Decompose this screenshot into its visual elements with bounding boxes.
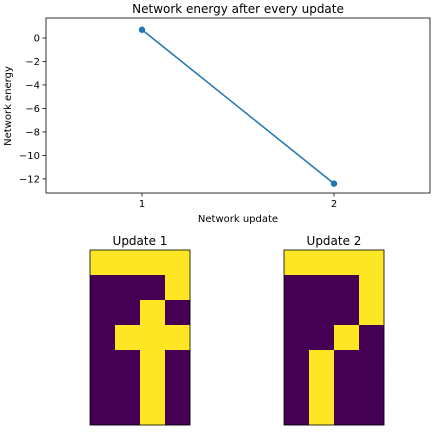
heatmap-cell	[334, 350, 359, 375]
y-tick-label: −10	[19, 151, 40, 162]
heatmap-cell	[284, 400, 309, 425]
heatmap-cell	[284, 300, 309, 325]
heatmap-cell	[309, 400, 334, 425]
heatmap-cell	[165, 400, 190, 425]
heatmap-cell	[115, 400, 140, 425]
heatmap-cell	[334, 375, 359, 400]
heatmap-cell	[115, 350, 140, 375]
energy-line-chart: Network energy after every update 0 −2 −4 −…	[3, 2, 430, 225]
heatmap-cell	[140, 275, 165, 300]
heatmap-cell	[309, 275, 334, 300]
heatmap-cell	[90, 350, 115, 375]
update-1-heatmap: Update 1	[90, 234, 190, 425]
heatmap-cell	[165, 375, 190, 400]
heatmap-cell	[284, 250, 309, 275]
energy-series	[139, 27, 337, 187]
heatmap-cell	[284, 350, 309, 375]
heatmap-cell	[165, 250, 190, 275]
heatmap-cell	[90, 375, 115, 400]
energy-point	[139, 27, 145, 33]
heatmap-cell	[359, 325, 384, 350]
heatmap-cell	[165, 325, 190, 350]
heatmap-cell	[90, 250, 115, 275]
heatmap-cell	[140, 350, 165, 375]
x-tick-label: 2	[331, 199, 337, 210]
heatmap-cell	[359, 250, 384, 275]
update-2-title: Update 2	[307, 234, 362, 248]
y-tick-label: −6	[25, 104, 40, 115]
heatmap-cell	[115, 250, 140, 275]
heatmap-cell	[140, 375, 165, 400]
heatmap-cell	[334, 275, 359, 300]
heatmap-cell	[140, 325, 165, 350]
heatmap-cell	[115, 325, 140, 350]
heatmap-cell	[359, 275, 384, 300]
heatmap-cell	[359, 300, 384, 325]
heatmap-cell	[334, 400, 359, 425]
energy-point	[331, 180, 337, 186]
y-tick-label: −4	[25, 80, 40, 91]
y-tick-label: 0	[34, 33, 40, 44]
heatmap-cell	[140, 250, 165, 275]
energy-line	[142, 30, 334, 184]
heatmap-cell	[284, 275, 309, 300]
heatmap-cell	[309, 250, 334, 275]
update-1-cells	[90, 250, 190, 425]
y-tick-label: −12	[19, 174, 40, 185]
update-2-heatmap: Update 2	[284, 234, 384, 425]
heatmap-cell	[90, 275, 115, 300]
heatmap-cell	[115, 300, 140, 325]
heatmap-cell	[90, 400, 115, 425]
heatmap-cell	[165, 275, 190, 300]
update-2-cells	[284, 250, 384, 425]
line-chart-title: Network energy after every update	[132, 2, 344, 16]
heatmap-cell	[359, 375, 384, 400]
heatmap-cell	[90, 325, 115, 350]
heatmap-cell	[334, 300, 359, 325]
heatmap-cell	[359, 350, 384, 375]
y-tick-label: −2	[25, 57, 40, 68]
heatmap-cell	[334, 325, 359, 350]
heatmap-cell	[309, 350, 334, 375]
line-chart-plot-frame	[46, 18, 430, 193]
y-tick-label: −8	[25, 127, 40, 138]
heatmap-cell	[309, 375, 334, 400]
heatmap-cell	[309, 300, 334, 325]
heatmap-cell	[284, 325, 309, 350]
heatmap-cell	[309, 325, 334, 350]
line-chart-y-axis-label: Network energy	[3, 66, 14, 146]
heatmap-cell	[165, 300, 190, 325]
heatmap-cell	[115, 275, 140, 300]
heatmap-cell	[140, 300, 165, 325]
update-1-title: Update 1	[113, 234, 168, 248]
heatmap-cell	[115, 375, 140, 400]
line-chart-x-axis-label: Network update	[198, 214, 278, 225]
heatmap-cell	[284, 375, 309, 400]
heatmap-cell	[165, 350, 190, 375]
heatmap-cell	[359, 400, 384, 425]
heatmap-cell	[90, 300, 115, 325]
heatmap-cell	[140, 400, 165, 425]
heatmap-cell	[334, 250, 359, 275]
line-chart-y-ticks: 0 −2 −4 −6 −8 −10 −12	[19, 33, 46, 185]
x-tick-label: 1	[139, 199, 145, 210]
